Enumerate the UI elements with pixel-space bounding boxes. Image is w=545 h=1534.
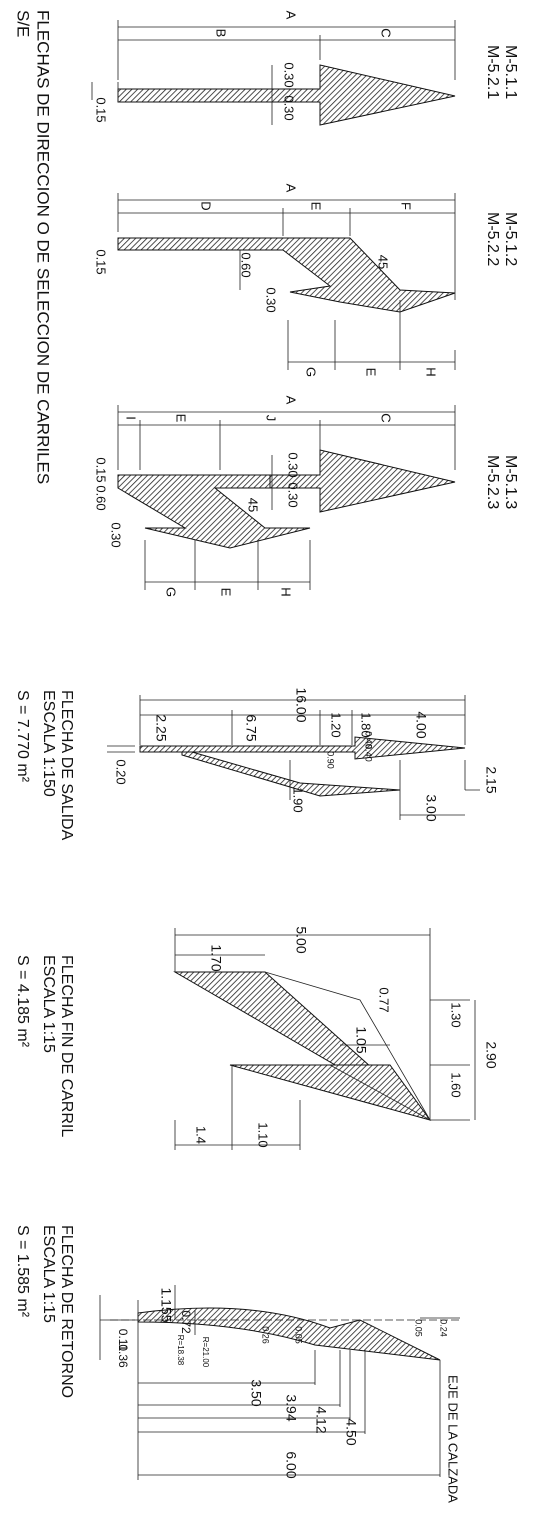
dimension-label: 0.05	[294, 1326, 304, 1344]
dimension-label: E	[174, 414, 189, 423]
dimension-label: I	[124, 416, 139, 420]
dimension-label: F	[399, 202, 414, 210]
detail-area: S = 7.770 m²	[14, 690, 31, 783]
dimension-label: 0.26	[261, 1326, 271, 1344]
dimension-label: 0.30	[286, 452, 301, 477]
detail-title: FLECHA FIN DE CARRIL	[58, 955, 75, 1137]
dimension-label: 0.60	[239, 252, 254, 277]
dimension-label: 0.30	[109, 522, 124, 547]
dimension-label: 1.4	[194, 1126, 209, 1144]
detail-scale: ESCALA 1:15	[40, 955, 57, 1053]
dimension-label: 0.60	[94, 485, 109, 510]
arrow-code: M-5.2.3	[484, 455, 501, 509]
dimension-label: 0.30	[282, 95, 297, 120]
dimension-label: 1.90	[291, 787, 306, 812]
dimension-label: 0.36	[116, 1344, 130, 1368]
dimension-label: C	[379, 28, 394, 37]
dimension-label: 5.00	[293, 926, 309, 953]
dimension-label: H	[279, 587, 294, 596]
arrow-code: M-5.2.2	[484, 212, 501, 266]
detail-scale: ESCALA 1:15	[40, 1225, 57, 1323]
dimension-label: A	[284, 184, 299, 193]
dimension-label: 0.15	[94, 249, 109, 274]
dimension-lines	[91, 20, 480, 1480]
dimension-label: R=18.38	[176, 1335, 185, 1366]
arrow-code: M-5.1.1	[502, 45, 519, 99]
dimension-label: A	[284, 396, 299, 405]
dimension-label: 1.30	[449, 1002, 464, 1027]
dimension-label: 1.05	[353, 1026, 369, 1053]
dimension-label: 2.25	[153, 714, 169, 741]
dimension-label: G	[164, 587, 179, 597]
dimension-label: 45	[376, 255, 391, 269]
dimension-label: 1.155	[158, 1287, 174, 1322]
dimension-label: 0.05	[414, 1319, 424, 1337]
arrow-code: M-5.2.1	[484, 45, 501, 99]
dimension-label: 0.20	[114, 759, 129, 784]
dimension-label: 0.24	[439, 1319, 449, 1337]
dimension-label: 0.30	[282, 62, 297, 87]
dimension-label: H	[424, 367, 439, 376]
dimension-label: G	[304, 367, 319, 377]
dimension-label: E	[309, 202, 324, 211]
dimension-label: 0.30	[286, 482, 301, 507]
detail-area: S = 1.585 m²	[14, 1225, 31, 1318]
dimension-label: 1.80	[359, 712, 374, 737]
scale-note: S/E	[14, 10, 33, 37]
detail-title: FLECHA DE SALIDA	[58, 690, 75, 841]
dimension-label: 6.75	[243, 714, 259, 741]
dimension-label: B	[214, 29, 229, 38]
dimension-label: A	[284, 11, 299, 20]
dimension-label: 1.70	[208, 944, 224, 971]
dimension-label: 0.15	[94, 97, 109, 122]
detail-scale: ESCALA 1:150	[40, 690, 57, 797]
dimension-label: 16.00	[293, 687, 309, 722]
dimension-label: 1.10	[256, 1122, 271, 1147]
detail-area: S = 4.185 m²	[14, 955, 31, 1048]
dimension-label: 1.60	[449, 1072, 464, 1097]
dimension-label: 0.40	[364, 731, 374, 749]
dimension-label: 0.40	[364, 744, 374, 762]
dimension-label: J	[264, 415, 279, 422]
dimension-label: 0.72	[179, 1310, 193, 1334]
dimension-label: 3.00	[423, 794, 439, 821]
arrow-shapes	[117, 64, 466, 1361]
dimension-label: R=21.00	[201, 1337, 210, 1368]
dimension-label: 4.12	[313, 1406, 329, 1433]
dimension-label: 0.77	[377, 987, 392, 1012]
sheet-title: FLECHAS DE DIRECCION O DE SELECCION DE C…	[34, 10, 53, 484]
dimension-label: 2.90	[483, 1041, 499, 1068]
dimension-label: 0.11	[116, 1329, 130, 1352]
dimension-label: D	[199, 201, 214, 210]
dimension-label: 0.90	[326, 751, 336, 769]
dimension-label: 4.50	[343, 1418, 359, 1445]
dimension-label: 0.30	[264, 287, 279, 312]
dimension-label: 45	[246, 498, 261, 512]
dimension-label: 2.15	[483, 766, 499, 793]
dimension-label: 6.00	[283, 1451, 299, 1478]
dimension-label: 0.15	[94, 457, 109, 482]
dimension-label: 1.20	[329, 712, 344, 737]
axis-label: EJE DE LA CALZADA	[446, 1375, 461, 1503]
arrow-code: M-5.1.2	[502, 212, 519, 266]
dimension-label: E	[364, 368, 379, 377]
dimension-label: C	[379, 413, 394, 422]
detail-title: FLECHA DE RETORNO	[58, 1225, 75, 1398]
dimension-label: 3.94	[283, 1394, 299, 1421]
arrow-code: M-5.1.3	[502, 455, 519, 509]
dimension-label: E	[219, 588, 234, 597]
dimension-label: 4.00	[413, 711, 429, 738]
dimension-label: 3.50	[248, 1379, 264, 1406]
